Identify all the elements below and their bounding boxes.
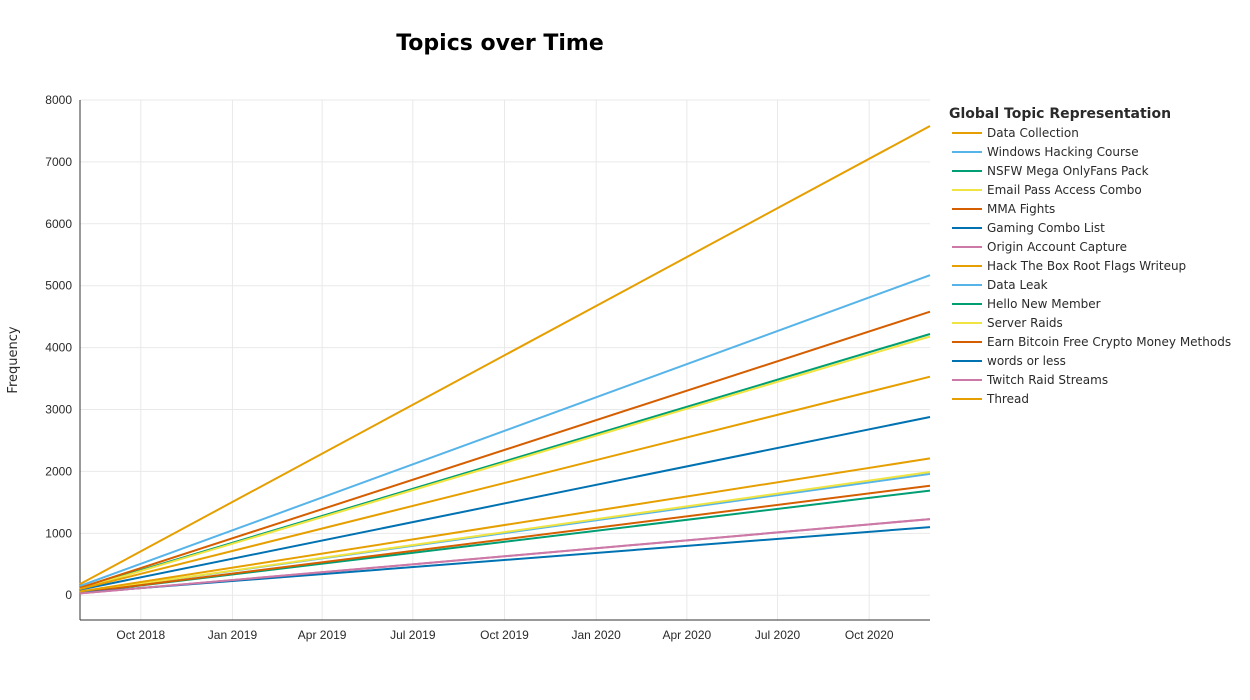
- y-tick-label: 1000: [45, 526, 72, 540]
- series-line-thread[interactable]: [79, 457, 931, 593]
- legend-item[interactable]: Hack The Box Root Flags Writeup: [952, 259, 1186, 273]
- x-tick-label: Oct 2019: [480, 628, 529, 642]
- x-tick-label: Jul 2019: [390, 628, 436, 642]
- legend-item[interactable]: MMA Fights: [952, 202, 1055, 216]
- legend-item[interactable]: Server Raids: [952, 316, 1063, 330]
- x-tick-label: Jan 2019: [208, 628, 258, 642]
- legend-label: NSFW Mega OnlyFans Pack: [987, 164, 1149, 178]
- legend-label: Hack The Box Root Flags Writeup: [987, 259, 1186, 273]
- legend-label: Hello New Member: [987, 297, 1101, 311]
- y-tick-label: 4000: [45, 341, 72, 355]
- y-tick-label: 7000: [45, 155, 72, 169]
- legend-label: Gaming Combo List: [987, 221, 1105, 235]
- y-tick-label: 5000: [45, 279, 72, 293]
- legend-item[interactable]: Hello New Member: [952, 297, 1101, 311]
- series-lines: [79, 125, 931, 595]
- x-tick-label: Apr 2020: [663, 628, 712, 642]
- legend-label: Server Raids: [987, 316, 1063, 330]
- x-tick-label: Oct 2018: [116, 628, 165, 642]
- x-tick-label: Apr 2019: [298, 628, 347, 642]
- series-line-earn-bitcoin-free-crypto-money-methods[interactable]: [79, 484, 931, 594]
- legend-label: words or less: [987, 354, 1066, 368]
- legend-item[interactable]: Data Leak: [952, 278, 1048, 292]
- legend-label: Twitch Raid Streams: [986, 373, 1108, 387]
- series-line-windows-hacking-course[interactable]: [79, 274, 931, 587]
- series-line-gaming-combo-list[interactable]: [79, 416, 931, 591]
- series-line-server-raids[interactable]: [79, 471, 931, 594]
- legend-item[interactable]: Origin Account Capture: [952, 240, 1127, 254]
- y-tick-label: 3000: [45, 403, 72, 417]
- series-line-data-collection[interactable]: [79, 125, 931, 585]
- y-tick-label: 6000: [45, 217, 72, 231]
- legend-item[interactable]: Earn Bitcoin Free Crypto Money Methods: [952, 335, 1231, 349]
- legend-label: Thread: [986, 392, 1029, 406]
- y-tick-label: 0: [65, 588, 72, 602]
- series-line-hack-the-box-root-flags-writeup[interactable]: [79, 375, 931, 590]
- series-line-twitch-raid-streams[interactable]: [79, 518, 931, 595]
- legend-item[interactable]: Email Pass Access Combo: [952, 183, 1142, 197]
- legend-label: Earn Bitcoin Free Crypto Money Methods: [987, 335, 1231, 349]
- x-tick-label: Jul 2020: [755, 628, 801, 642]
- legend-item[interactable]: words or less: [952, 354, 1066, 368]
- series-line-mma-fights[interactable]: [79, 310, 931, 589]
- y-axis-label: Frequency: [6, 326, 21, 393]
- y-tick-label: 8000: [45, 93, 72, 107]
- legend[interactable]: Global Topic Representation Data Collect…: [949, 106, 1231, 406]
- legend-item[interactable]: Twitch Raid Streams: [952, 373, 1108, 387]
- legend-item[interactable]: Gaming Combo List: [952, 221, 1105, 235]
- legend-label: Data Collection: [987, 126, 1079, 140]
- legend-label: Windows Hacking Course: [987, 145, 1139, 159]
- legend-label: MMA Fights: [987, 202, 1055, 216]
- x-tick-label: Jan 2020: [571, 628, 621, 642]
- axes: 0 1000 2000 3000 4000 5000 6000 7000 8000 Oct 201…: [45, 93, 930, 642]
- series-line-email-pass-access-combo[interactable]: [79, 335, 931, 590]
- legend-item[interactable]: Windows Hacking Course: [952, 145, 1139, 159]
- legend-label: Origin Account Capture: [987, 240, 1127, 254]
- y-tick-label: 2000: [45, 464, 72, 478]
- legend-title: Global Topic Representation: [949, 106, 1171, 122]
- legend-label: Email Pass Access Combo: [987, 183, 1142, 197]
- legend-item[interactable]: NSFW Mega OnlyFans Pack: [952, 164, 1149, 178]
- x-tick-label: Oct 2020: [845, 628, 894, 642]
- legend-item[interactable]: Data Collection: [952, 126, 1079, 140]
- legend-item[interactable]: Thread: [952, 392, 1029, 406]
- legend-label: Data Leak: [987, 278, 1048, 292]
- chart-title: Topics over Time: [396, 31, 604, 56]
